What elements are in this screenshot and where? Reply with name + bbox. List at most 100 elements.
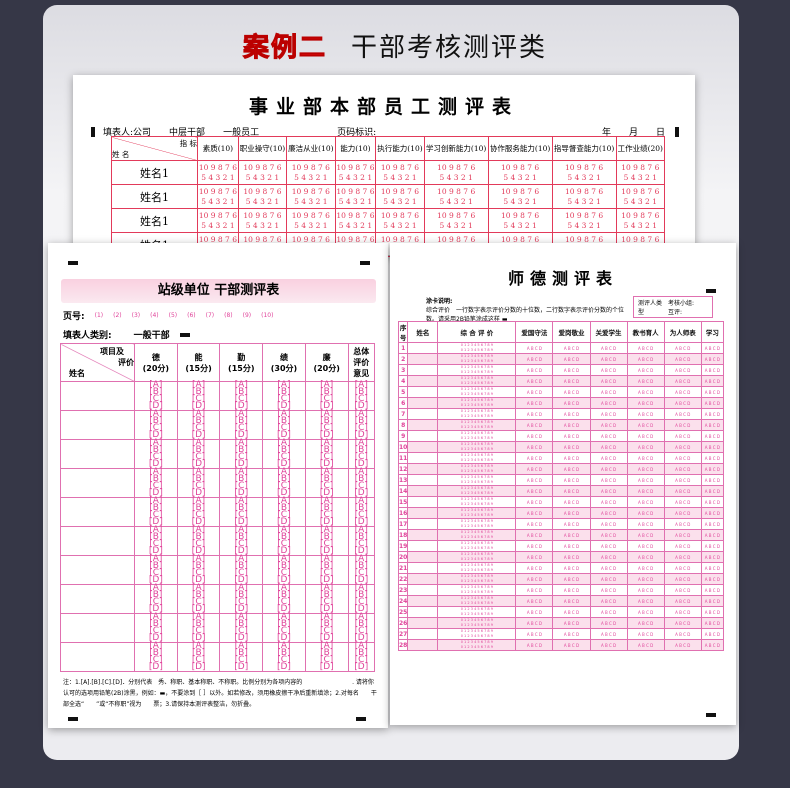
- abcd-bubbles[interactable]: A B C D: [663, 474, 702, 486]
- abcd-bubbles[interactable]: A B C D: [663, 562, 702, 574]
- abcd-bubbles[interactable]: A B C D: [626, 441, 665, 453]
- abcd-bubbles[interactable]: A B C D: [700, 408, 725, 420]
- abcd-bubbles[interactable]: A B C D: [700, 573, 725, 585]
- abcd-bubbles[interactable]: A B C D: [700, 353, 725, 365]
- option-bubbles[interactable]: [A] [B] [C] [D]: [134, 526, 178, 556]
- abcd-bubbles[interactable]: A B C D: [515, 353, 554, 365]
- abcd-bubbles[interactable]: A B C D: [626, 518, 665, 530]
- abcd-bubbles[interactable]: A B C D: [626, 353, 665, 365]
- option-bubbles[interactable]: [A] [B] [C] [D]: [304, 555, 349, 585]
- abcd-bubbles[interactable]: A B C D: [515, 617, 554, 629]
- abcd-bubbles[interactable]: A B C D: [515, 606, 554, 618]
- abcd-bubbles[interactable]: A B C D: [515, 562, 554, 574]
- abcd-bubbles[interactable]: A B C D: [700, 474, 725, 486]
- abcd-bubbles[interactable]: A B C D: [626, 573, 665, 585]
- option-bubbles[interactable]: [A] [B] [C] [D]: [176, 526, 221, 556]
- abcd-bubbles[interactable]: A B C D: [589, 386, 628, 398]
- option-bubbles[interactable]: [A] [B] [C] [D]: [347, 439, 376, 469]
- option-bubbles[interactable]: [A] [B] [C] [D]: [134, 439, 178, 469]
- option-bubbles[interactable]: [A] [B] [C] [D]: [304, 642, 349, 672]
- abcd-bubbles[interactable]: A B C D: [663, 606, 702, 618]
- abcd-bubbles[interactable]: A B C D: [663, 639, 702, 651]
- abcd-bubbles[interactable]: A B C D: [515, 540, 554, 552]
- abcd-bubbles[interactable]: A B C D: [589, 430, 628, 442]
- abcd-bubbles[interactable]: A B C D: [663, 529, 702, 541]
- abcd-bubbles[interactable]: A B C D: [700, 496, 725, 508]
- option-bubbles[interactable]: [A] [B] [C] [D]: [347, 642, 376, 672]
- abcd-bubbles[interactable]: A B C D: [626, 496, 665, 508]
- abcd-bubbles[interactable]: A B C D: [700, 375, 725, 387]
- abcd-bubbles[interactable]: A B C D: [700, 452, 725, 464]
- abcd-bubbles[interactable]: A B C D: [515, 639, 554, 651]
- abcd-bubbles[interactable]: A B C D: [589, 364, 628, 376]
- abcd-bubbles[interactable]: A B C D: [626, 375, 665, 387]
- abcd-bubbles[interactable]: A B C D: [700, 518, 725, 530]
- option-bubbles[interactable]: [A] [B] [C] [D]: [176, 613, 221, 643]
- abcd-bubbles[interactable]: A B C D: [515, 364, 554, 376]
- abcd-bubbles[interactable]: A B C D: [589, 507, 628, 519]
- option-bubbles[interactable]: [A] [B] [C] [D]: [347, 555, 376, 585]
- abcd-bubbles[interactable]: A B C D: [663, 507, 702, 519]
- abcd-bubbles[interactable]: A B C D: [589, 342, 628, 354]
- option-bubbles[interactable]: [A] [B] [C] [D]: [304, 613, 349, 643]
- abcd-bubbles[interactable]: A B C D: [589, 463, 628, 475]
- abcd-bubbles[interactable]: A B C D: [552, 595, 591, 607]
- abcd-bubbles[interactable]: A B C D: [626, 529, 665, 541]
- abcd-bubbles[interactable]: A B C D: [589, 540, 628, 552]
- option-bubbles[interactable]: [A] [B] [C] [D]: [219, 555, 264, 585]
- option-bubbles[interactable]: [A] [B] [C] [D]: [262, 439, 306, 469]
- abcd-bubbles[interactable]: A B C D: [626, 430, 665, 442]
- abcd-bubbles[interactable]: A B C D: [589, 375, 628, 387]
- option-bubbles[interactable]: [A] [B] [C] [D]: [262, 410, 306, 440]
- abcd-bubbles[interactable]: A B C D: [626, 562, 665, 574]
- abcd-bubbles[interactable]: A B C D: [515, 452, 554, 464]
- option-bubbles[interactable]: [A] [B] [C] [D]: [134, 468, 178, 498]
- abcd-bubbles[interactable]: A B C D: [626, 364, 665, 376]
- option-bubbles[interactable]: [A] [B] [C] [D]: [134, 410, 178, 440]
- abcd-bubbles[interactable]: A B C D: [663, 540, 702, 552]
- abcd-bubbles[interactable]: A B C D: [589, 595, 628, 607]
- abcd-bubbles[interactable]: A B C D: [552, 419, 591, 431]
- option-bubbles[interactable]: [A] [B] [C] [D]: [219, 584, 264, 614]
- abcd-bubbles[interactable]: A B C D: [552, 485, 591, 497]
- option-bubbles[interactable]: [A] [B] [C] [D]: [304, 381, 349, 411]
- abcd-bubbles[interactable]: A B C D: [700, 386, 725, 398]
- abcd-bubbles[interactable]: A B C D: [552, 452, 591, 464]
- abcd-bubbles[interactable]: A B C D: [626, 507, 665, 519]
- option-bubbles[interactable]: [A] [B] [C] [D]: [262, 526, 306, 556]
- abcd-bubbles[interactable]: A B C D: [626, 408, 665, 420]
- abcd-bubbles[interactable]: A B C D: [515, 551, 554, 563]
- abcd-bubbles[interactable]: A B C D: [552, 573, 591, 585]
- abcd-bubbles[interactable]: A B C D: [663, 430, 702, 442]
- option-bubbles[interactable]: [A] [B] [C] [D]: [262, 642, 306, 672]
- abcd-bubbles[interactable]: A B C D: [515, 342, 554, 354]
- option-bubbles[interactable]: [A] [B] [C] [D]: [304, 584, 349, 614]
- abcd-bubbles[interactable]: A B C D: [626, 386, 665, 398]
- abcd-bubbles[interactable]: A B C D: [589, 408, 628, 420]
- abcd-bubbles[interactable]: A B C D: [700, 639, 725, 651]
